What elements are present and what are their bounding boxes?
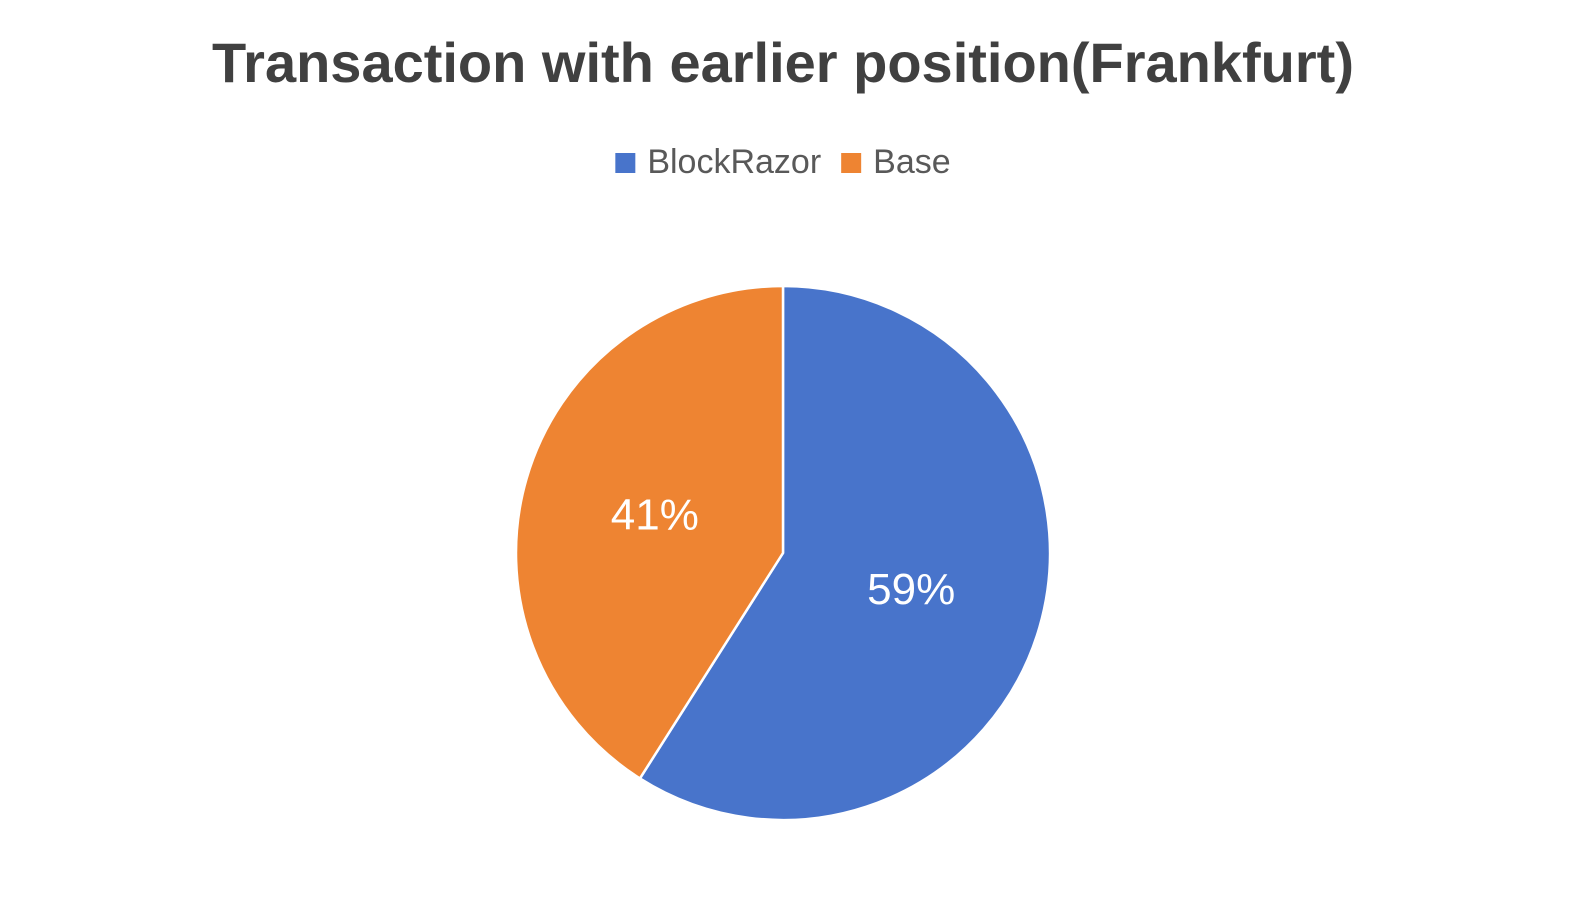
- chart-title: Transaction with earlier position(Frankf…: [212, 31, 1354, 94]
- pie-slice: [638, 284, 1052, 822]
- legend-label: BlockRazor: [647, 143, 821, 181]
- slice-label: 41%: [611, 490, 699, 539]
- legend-swatch: [615, 153, 636, 173]
- legend-label: Base: [873, 143, 951, 181]
- pie-slice: [514, 284, 785, 781]
- legend-swatch: [841, 153, 862, 173]
- slice-label: 59%: [867, 565, 955, 614]
